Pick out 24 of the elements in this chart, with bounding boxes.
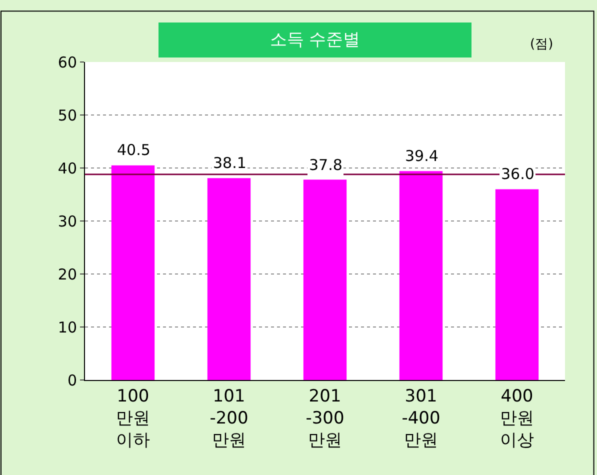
data-label: 37.8 (309, 156, 342, 174)
bar (399, 171, 443, 380)
x-tick-label: 400 만원 이상 (500, 386, 534, 451)
bar (303, 180, 347, 380)
data-label: 39.4 (405, 147, 438, 165)
text: (점) (530, 37, 554, 52)
data-label: 36.0 (501, 165, 534, 183)
bar (111, 165, 155, 380)
y-tick-label: 40 (58, 159, 77, 178)
x-tick-label: 301 -400 만원 (402, 386, 440, 451)
y-tick-label: 30 (58, 212, 77, 230)
chart-title: 소득 수준별 (270, 30, 360, 50)
bar (207, 178, 251, 380)
y-tick-label: 20 (58, 265, 77, 284)
y-tick-label: 60 (58, 53, 77, 72)
x-tick-label: 101 -200 만원 (210, 386, 248, 451)
y-tick-label: 10 (58, 318, 77, 336)
x-tick-label: 201 -300 만원 (306, 386, 344, 451)
bar (495, 189, 539, 380)
x-tick-label: 100 만원 이하 (116, 386, 150, 451)
y-tick-label: 50 (58, 106, 77, 124)
y-tick-label: 0 (67, 371, 77, 390)
data-label: 38.1 (213, 154, 246, 172)
data-label: 40.5 (117, 141, 150, 159)
